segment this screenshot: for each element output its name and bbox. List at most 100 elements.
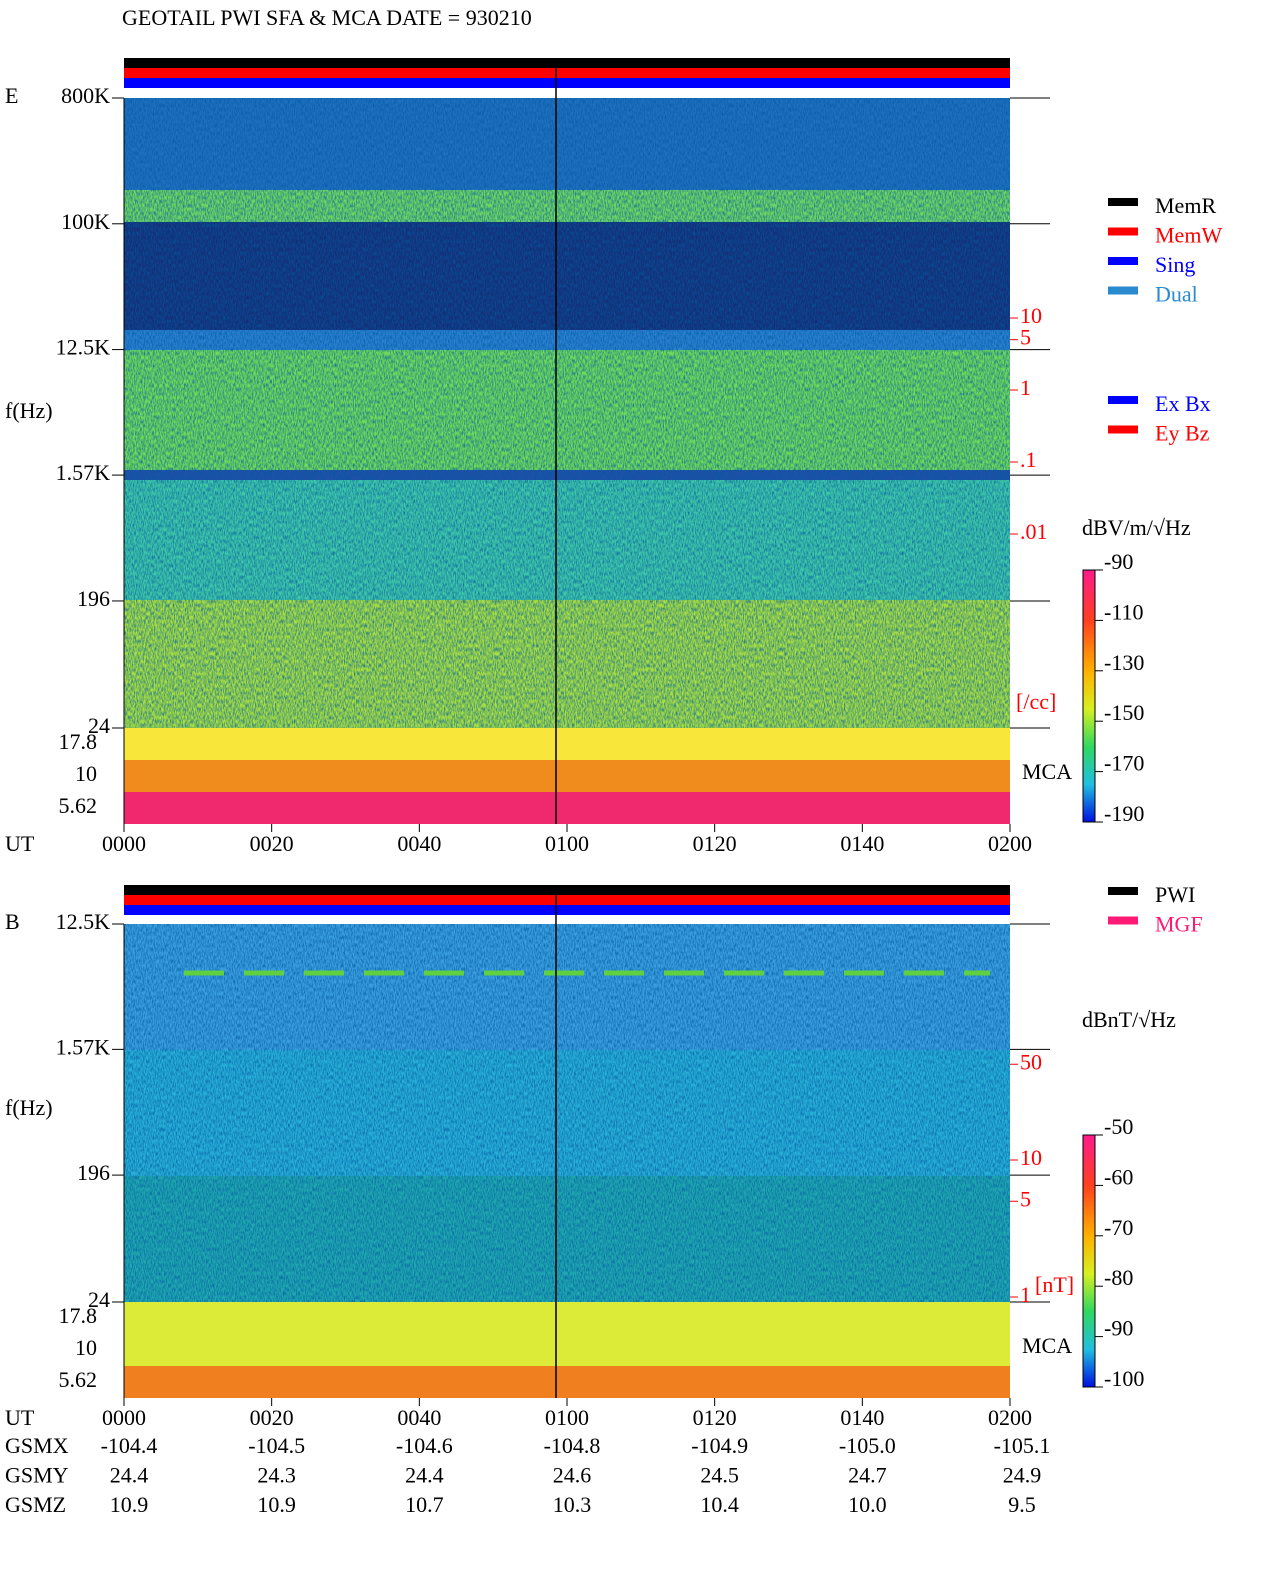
colorbar (1082, 569, 1096, 823)
colorbar-tick-label: -100 (1104, 1366, 1144, 1391)
orbit-label: GSMZ (5, 1492, 66, 1517)
scale-unit: [/cc] (1016, 689, 1056, 714)
panel-label: E (5, 83, 18, 108)
y-tick-label: 24 (88, 713, 110, 738)
legend-label: MemW (1155, 223, 1222, 248)
orbit-value: 10.9 (257, 1492, 296, 1517)
spectrogram-noise (124, 924, 1010, 1302)
legend-swatch (1108, 916, 1138, 925)
orbit-value: 24.3 (257, 1463, 296, 1488)
y-tick-label: 1.57K (56, 1034, 111, 1059)
x-axis-label: UT (5, 1405, 35, 1430)
orbit-value: -104.9 (691, 1433, 748, 1458)
status-bar (124, 885, 1010, 895)
scale-tick-label: 5 (1020, 325, 1031, 350)
colorbar-tick-label: -130 (1104, 650, 1144, 675)
title: GEOTAIL PWI SFA & MCA DATE = 930210 (122, 5, 532, 30)
scale-tick-label: 50 (1020, 1049, 1042, 1074)
scale-tick-label: 10 (1020, 303, 1042, 328)
mca-band (124, 792, 1010, 824)
x-tick-label: 0200 (988, 831, 1032, 856)
status-bar (124, 905, 1010, 915)
y-tick-label: 196 (77, 1160, 110, 1185)
x-tick-label: 0120 (693, 831, 737, 856)
orbit-label: GSMY (5, 1463, 69, 1488)
y-tick-label: 800K (61, 83, 110, 108)
colorbar-tick-label: -70 (1104, 1215, 1133, 1240)
colorbar-tick-label: -150 (1104, 700, 1144, 725)
orbit-value: -104.5 (248, 1433, 305, 1458)
legend-swatch (1108, 425, 1138, 434)
y-tick-label: 196 (77, 586, 110, 611)
mca-band (124, 760, 1010, 792)
status-bar (124, 68, 1010, 78)
orbit-value: -105.1 (994, 1433, 1051, 1458)
colorbar-label: dBnT/√Hz (1082, 1007, 1176, 1032)
legend-label: Dual (1155, 282, 1198, 307)
legend-swatch (1108, 257, 1138, 265)
scale-tick-label: .01 (1020, 519, 1048, 544)
y-axis-label: f(Hz) (5, 398, 53, 423)
legend-swatch (1108, 227, 1138, 236)
legend-label: Ey Bz (1155, 421, 1210, 446)
scale-tick-label: 5 (1020, 1186, 1031, 1211)
colorbar-tick-label: -80 (1104, 1265, 1133, 1290)
x-tick-label: 0000 (102, 1405, 146, 1430)
colorbar-tick-label: -60 (1104, 1164, 1133, 1189)
scale-tick-label: 1 (1020, 375, 1031, 400)
legend-label: MemR (1155, 193, 1216, 218)
mca-label: 10 (75, 761, 97, 786)
y-axis-label: f(Hz) (5, 1095, 53, 1120)
mca-label: 5.62 (59, 1367, 98, 1392)
legend-label: Ex Bx (1155, 391, 1211, 416)
orbit-value: 24.4 (405, 1463, 444, 1488)
y-tick-label: 1.57K (56, 460, 111, 485)
mca-band (124, 1366, 1010, 1398)
orbit-value: 24.7 (848, 1463, 887, 1488)
mca-title: MCA (1022, 759, 1072, 784)
orbit-value: 24.4 (110, 1463, 149, 1488)
orbit-value: 10.0 (848, 1492, 887, 1517)
x-tick-label: 0120 (693, 1405, 737, 1430)
status-bar (124, 78, 1010, 88)
orbit-value: 24.9 (1003, 1463, 1042, 1488)
orbit-value: -104.6 (396, 1433, 453, 1458)
legend-label: PWI (1155, 882, 1195, 907)
mca-band (124, 728, 1010, 760)
y-tick-label: 12.5K (56, 335, 111, 360)
spectrogram-noise (124, 98, 1010, 728)
mca-label: 17.8 (59, 1303, 98, 1328)
panel-label: B (5, 909, 20, 934)
x-tick-label: 0100 (545, 831, 589, 856)
orbit-value: 24.6 (553, 1463, 592, 1488)
orbit-value: -105.0 (839, 1433, 896, 1458)
legend-swatch (1108, 396, 1138, 404)
colorbar-tick-label: -90 (1104, 1316, 1133, 1341)
colorbar-tick-label: -110 (1104, 599, 1144, 624)
orbit-value: -104.8 (544, 1433, 601, 1458)
y-tick-label: 100K (61, 209, 110, 234)
orbit-label: GSMX (5, 1433, 69, 1458)
status-bar (124, 58, 1010, 68)
orbit-value: -104.4 (101, 1433, 158, 1458)
scale-tick-label: 1 (1020, 1282, 1031, 1307)
colorbar-label: dBV/m/√Hz (1082, 515, 1191, 540)
mca-label: 17.8 (59, 729, 98, 754)
colorbar (1082, 1134, 1096, 1388)
x-tick-label: 0200 (988, 1405, 1032, 1430)
orbit-value: 10.7 (405, 1492, 444, 1517)
x-tick-label: 0020 (250, 1405, 294, 1430)
x-tick-label: 0040 (397, 1405, 441, 1430)
orbit-value: 10.9 (110, 1492, 149, 1517)
scale-unit: [nT] (1035, 1272, 1074, 1297)
legend-label: Sing (1155, 252, 1195, 277)
mca-band (124, 1302, 1010, 1334)
x-tick-label: 0140 (840, 831, 884, 856)
x-axis-label: UT (5, 831, 35, 856)
mca-band (124, 1334, 1010, 1366)
mca-label: 5.62 (59, 793, 98, 818)
status-bar (124, 895, 1010, 905)
mca-label: 10 (75, 1335, 97, 1360)
legend-swatch (1108, 286, 1138, 295)
x-tick-label: 0140 (840, 1405, 884, 1430)
